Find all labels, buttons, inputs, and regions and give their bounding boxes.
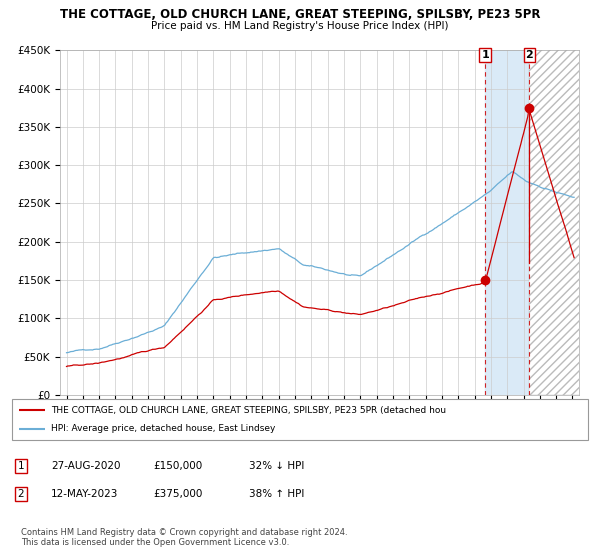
Text: Contains HM Land Registry data © Crown copyright and database right 2024.
This d: Contains HM Land Registry data © Crown c… xyxy=(21,528,347,547)
Text: HPI: Average price, detached house, East Lindsey: HPI: Average price, detached house, East… xyxy=(51,424,275,433)
Text: 27-AUG-2020: 27-AUG-2020 xyxy=(51,461,121,471)
Text: 1: 1 xyxy=(481,50,489,60)
Text: Price paid vs. HM Land Registry's House Price Index (HPI): Price paid vs. HM Land Registry's House … xyxy=(151,21,449,31)
Text: £375,000: £375,000 xyxy=(153,489,202,499)
Bar xyxy=(529,50,581,395)
Text: £150,000: £150,000 xyxy=(153,461,202,471)
Text: 2: 2 xyxy=(526,50,533,60)
Text: 2: 2 xyxy=(17,489,25,499)
Bar xyxy=(529,50,581,395)
Text: 32% ↓ HPI: 32% ↓ HPI xyxy=(249,461,304,471)
Text: THE COTTAGE, OLD CHURCH LANE, GREAT STEEPING, SPILSBY, PE23 5PR: THE COTTAGE, OLD CHURCH LANE, GREAT STEE… xyxy=(60,8,540,21)
Text: THE COTTAGE, OLD CHURCH LANE, GREAT STEEPING, SPILSBY, PE23 5PR (detached hou: THE COTTAGE, OLD CHURCH LANE, GREAT STEE… xyxy=(51,405,446,414)
Bar xyxy=(485,50,529,395)
Text: 12-MAY-2023: 12-MAY-2023 xyxy=(51,489,118,499)
FancyBboxPatch shape xyxy=(12,399,588,440)
Text: 38% ↑ HPI: 38% ↑ HPI xyxy=(249,489,304,499)
Text: 1: 1 xyxy=(17,461,25,471)
